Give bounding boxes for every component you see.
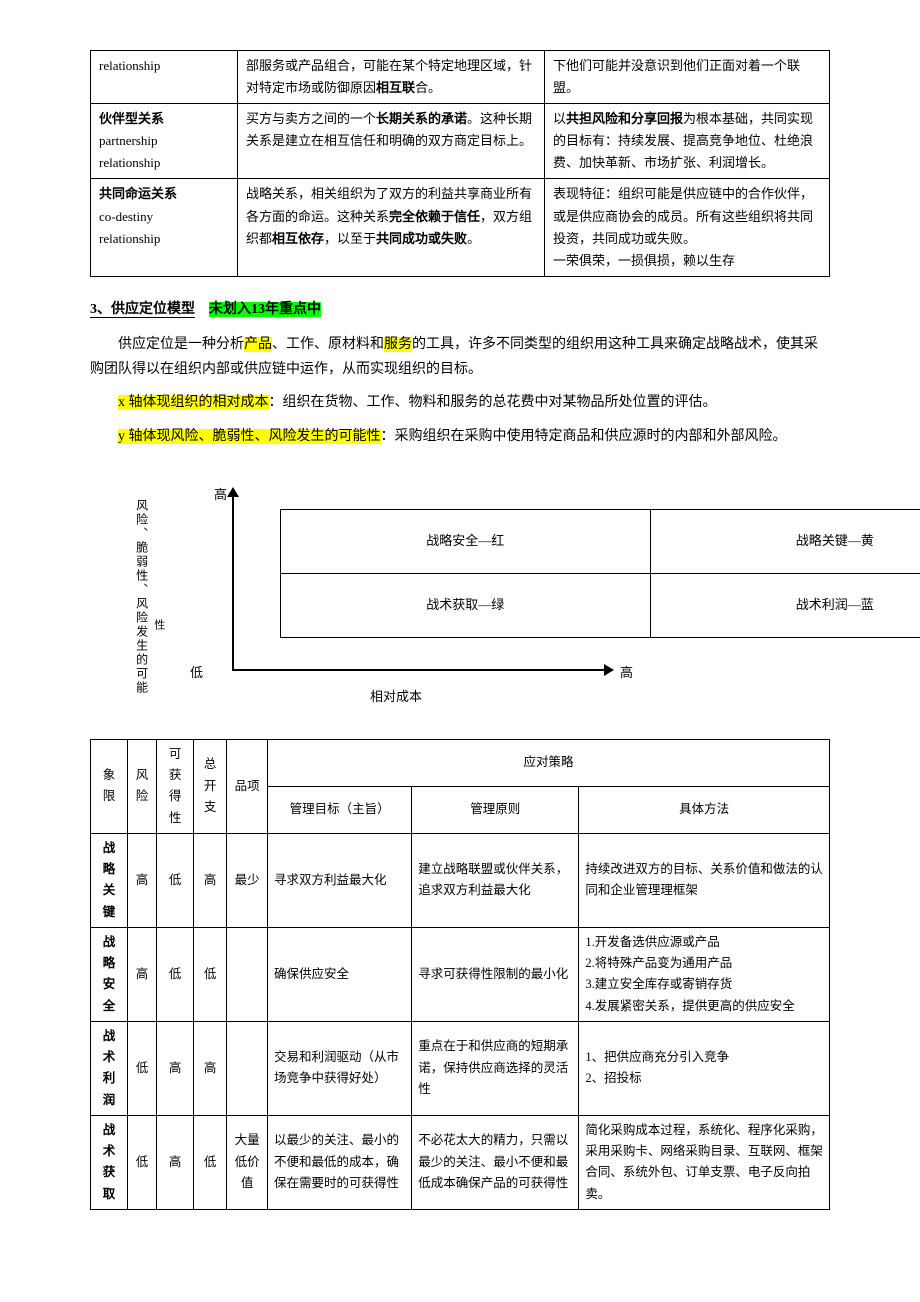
header: 象限 [91,739,128,833]
header: 总开支 [194,739,227,833]
paragraph: y 轴体现风险、脆弱性、风险发生的可能性：采购组织在采购中使用特定商品和供应源时… [90,424,830,449]
quadrant-diagram: 风险、脆弱性、风险发生的可能 性 高 低 高 相对成本 战略安全—红战略关键—黄… [90,469,830,709]
cell: relationship [91,51,238,104]
quadrant-cell: 战略安全—红 [281,509,651,573]
axis-low: 低 [190,661,203,684]
quadrant-cell: 战术利润—蓝 [650,573,920,637]
cell: 共同命运关系co-destinyrelationship [91,179,238,276]
y-axis-label: 风险、脆弱性、风险发生的可能 [130,499,152,695]
quadrant-grid: 战略安全—红战略关键—黄 战术获取—绿战术利润—蓝 [280,509,920,638]
cell: 表现特征：组织可能是供应链中的合作伙伴，或是供应商协会的成员。所有这些组织将共同… [545,179,830,276]
paragraph: 供应定位是一种分析产品、工作、原材料和服务的工具，许多不同类型的组织用这种工具来… [90,332,830,382]
cell: 买方与卖方之间的一个长期关系的承诺。这种长期关系是建立在相互信任和明确的双方商定… [238,104,545,179]
x-axis-arrow [232,669,612,671]
header: 管理原则 [412,786,579,833]
header: 具体方法 [579,786,830,833]
header: 可获得性 [157,739,194,833]
quadrant-cell: 战略关键—黄 [650,509,920,573]
x-axis-label: 相对成本 [370,685,422,708]
cell: 以共担风险和分享回报为根本基础，共同实现的目标有：持续发展、提高竞争地位、杜绝浪… [545,104,830,179]
header: 应对策略 [267,739,829,786]
section-title: 3、供应定位模型 未划入13年重点中 [90,297,830,322]
table-row: 战略关键高低高最少 寻求双方利益最大化建立战略联盟或伙伴关系，追求双方利益最大化… [91,833,830,927]
header: 风险 [127,739,156,833]
cell: 下他们可能并没意识到他们正面对着一个联盟。 [545,51,830,104]
strategy-table: 象限 风险 可获得性 总开支 品项 应对策略 管理目标（主旨） 管理原则 具体方… [90,739,830,1210]
axis-high: 高 [214,483,227,506]
relationship-table: relationship 部服务或产品组合，可能在某个特定地理区域，针对特定市场… [90,50,830,277]
y-axis-label-2: 性 [148,619,168,630]
axis-high-x: 高 [620,661,633,684]
table-row: 战术获取低高低大量低价值 以最少的关注、最小的不便和最低的成本，确保在需要时的可… [91,1115,830,1209]
header: 品项 [227,739,268,833]
table-row: 战术利润低高高 交易和利润驱动（从市场竞争中获得好处）重点在于和供应商的短期承诺… [91,1021,830,1115]
header: 管理目标（主旨） [267,786,411,833]
table-row: 战略安全高低低 确保供应安全寻求可获得性限制的最小化1.开发备选供应源或产品 2… [91,927,830,1021]
y-axis-arrow [232,489,234,669]
cell: 战略关系，相关组织为了双方的利益共享商业所有各方面的命运。这种关系完全依赖于信任… [238,179,545,276]
paragraph: x 轴体现组织的相对成本：组织在货物、工作、物料和服务的总花费中对某物品所处位置… [90,390,830,415]
cell: 伙伴型关系partnershiprelationship [91,104,238,179]
cell: 部服务或产品组合，可能在某个特定地理区域，针对特定市场或防御原因相互联合。 [238,51,545,104]
quadrant-cell: 战术获取—绿 [281,573,651,637]
